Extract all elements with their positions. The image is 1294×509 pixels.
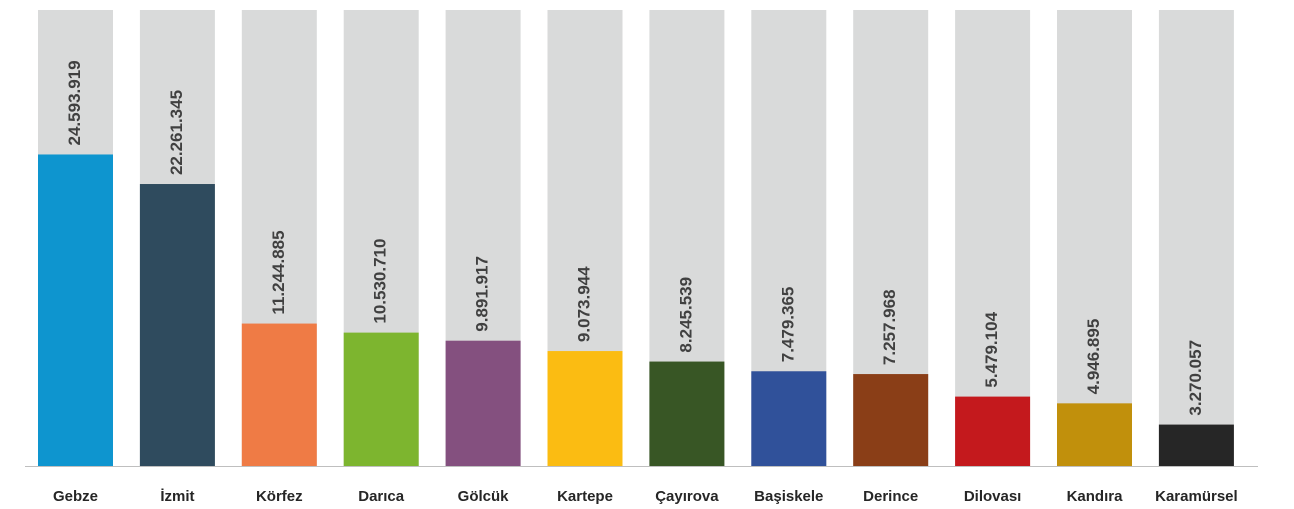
- value-label: 7.479.365: [778, 287, 797, 363]
- x-tick-label: Başiskele: [754, 488, 823, 505]
- bar-background: [1158, 10, 1234, 466]
- value-label: 5.479.104: [982, 311, 1001, 387]
- bar: [445, 340, 521, 466]
- bar-background: [955, 10, 1031, 466]
- x-tick-label: Kartepe: [557, 488, 613, 505]
- x-tick-label: Gölcük: [458, 488, 510, 505]
- value-label: 9.891.917: [473, 256, 492, 332]
- bar: [547, 351, 623, 466]
- x-tick-label: Dilovası: [964, 488, 1022, 505]
- x-tick-label: Körfez: [256, 488, 303, 505]
- value-label: 24.593.919: [65, 60, 84, 145]
- x-tick-label: Çayırova: [655, 488, 719, 505]
- bar: [1057, 403, 1132, 466]
- value-label: 4.946.895: [1084, 319, 1103, 395]
- bar: [139, 184, 215, 467]
- x-tick-label: Derince: [863, 488, 918, 505]
- bar: [853, 374, 929, 466]
- x-tick-label: Darıca: [358, 488, 405, 505]
- bar: [751, 371, 827, 466]
- bar: [343, 332, 419, 466]
- value-label: 7.257.968: [880, 289, 899, 365]
- value-label: 10.530.710: [371, 239, 390, 324]
- value-label: 3.270.057: [1186, 340, 1205, 416]
- bar: [649, 361, 725, 466]
- value-label: 11.244.885: [269, 230, 288, 314]
- bar-background: [1057, 10, 1132, 466]
- value-label: 9.073.944: [574, 266, 593, 342]
- bar: [38, 154, 113, 466]
- x-tick-label: Kandıra: [1067, 488, 1124, 505]
- x-tick-label: Gebze: [53, 488, 98, 505]
- value-label: 8.245.539: [676, 277, 695, 353]
- bar: [1158, 424, 1234, 466]
- x-tick-label: İzmit: [160, 488, 194, 505]
- value-label: 22.261.345: [167, 90, 186, 175]
- bar: [955, 396, 1031, 466]
- x-tick-label: Karamürsel: [1155, 488, 1238, 505]
- bar: [241, 323, 317, 466]
